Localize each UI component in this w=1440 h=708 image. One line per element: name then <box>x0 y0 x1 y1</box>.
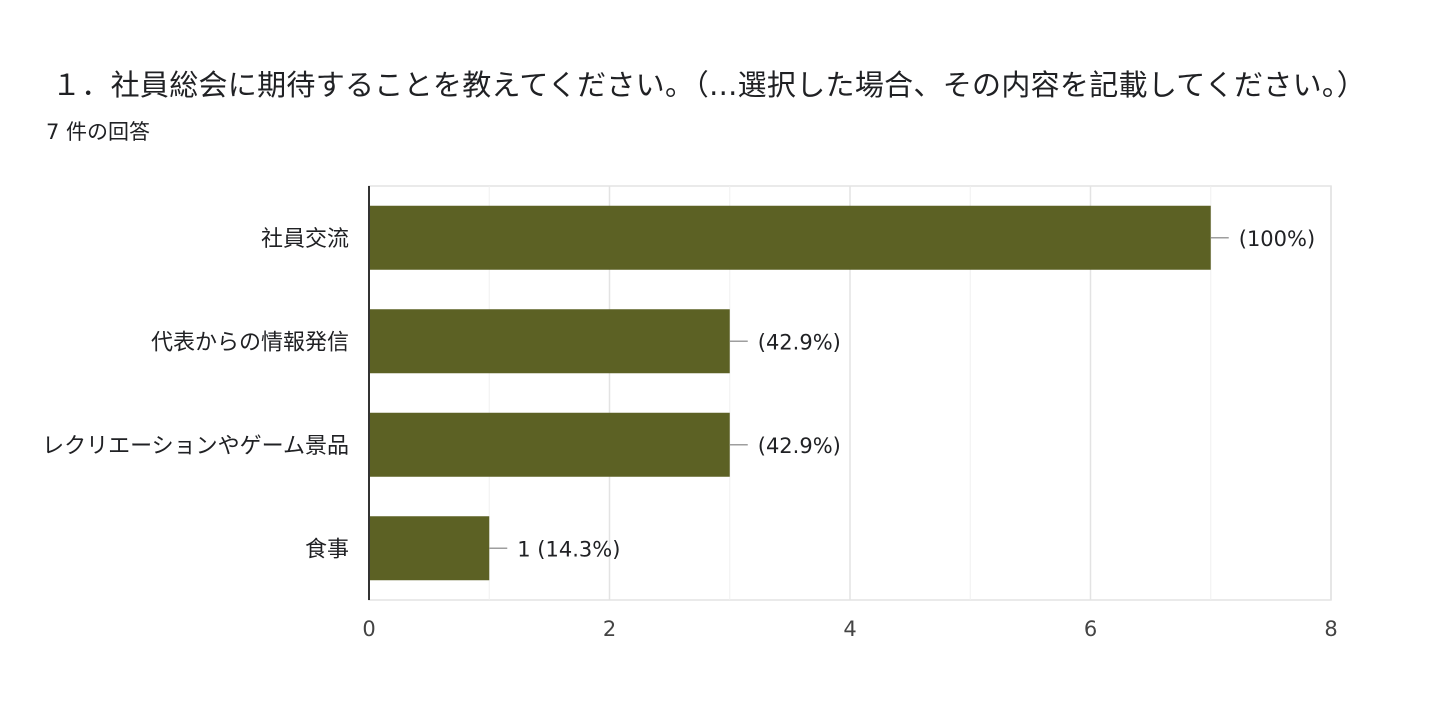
category-label: 食事 <box>305 537 349 562</box>
x-tick-label: 4 <box>843 617 856 641</box>
value-label: (42.9%) <box>758 434 841 458</box>
value-label: (100%) <box>1239 227 1315 251</box>
response-count: 7 件の回答 <box>46 120 151 144</box>
value-label: 1 (14.3%) <box>517 537 620 561</box>
x-tick-label: 8 <box>1324 617 1337 641</box>
x-tick-label: 0 <box>362 617 375 641</box>
x-tick-label: 2 <box>603 617 616 641</box>
category-label: 社員交流 <box>261 227 349 252</box>
chart-title: １．社員総会に期待することを教えてください。（...選択した場合、その内容を記載… <box>52 68 1366 102</box>
category-label: 代表からの情報発信 <box>151 330 349 355</box>
value-label: (42.9%) <box>758 330 841 354</box>
category-label: レクリエーションやゲーム景品 <box>42 434 349 459</box>
bar <box>369 516 490 581</box>
x-tick-label: 6 <box>1084 617 1097 641</box>
bar <box>369 309 730 374</box>
bar <box>369 412 730 477</box>
bar <box>369 205 1211 270</box>
